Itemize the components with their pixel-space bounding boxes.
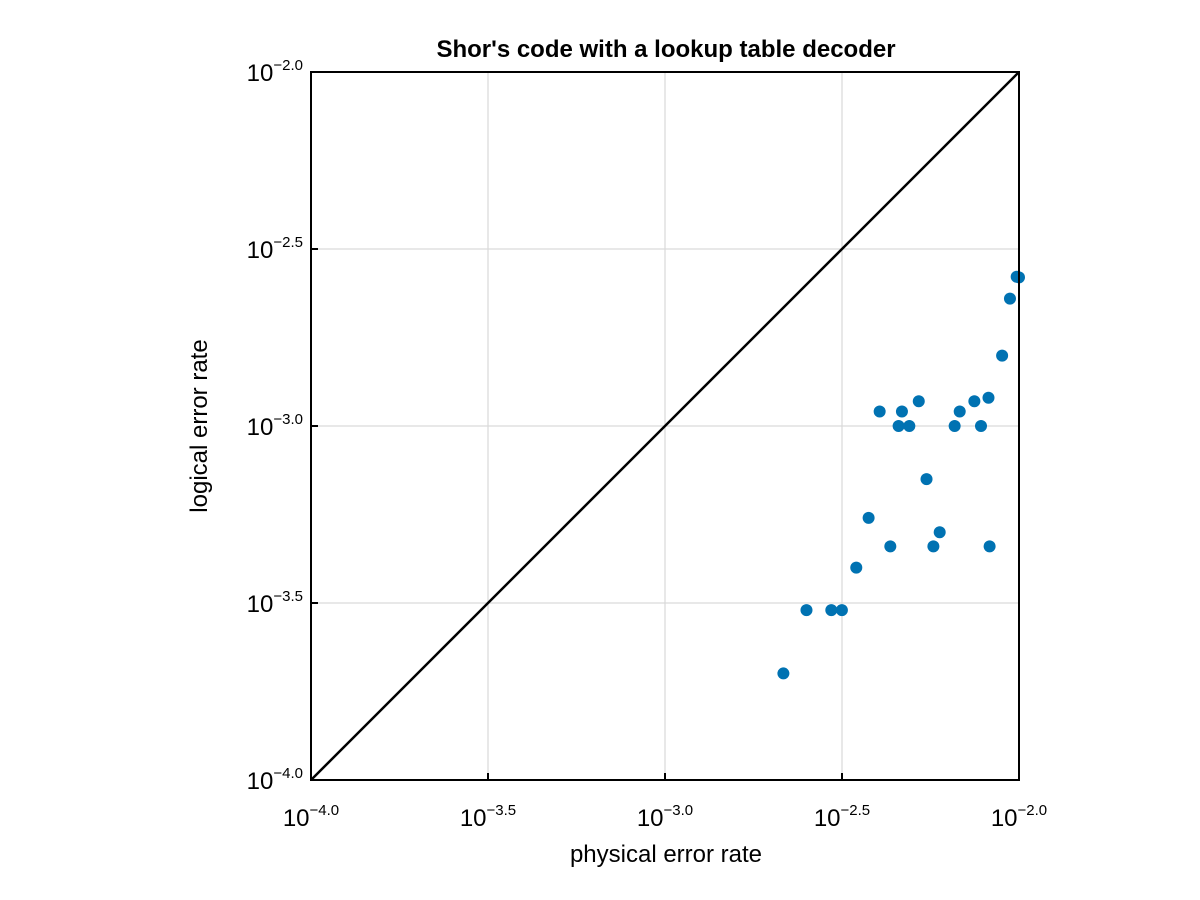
y-tick-label: 10−3.0 [247,411,303,441]
data-point [912,395,925,408]
ticks [310,71,1020,781]
data-point [884,540,897,553]
data-point [948,420,961,432]
data-point [895,405,908,418]
x-tick-label: 10−2.5 [814,802,870,832]
data-point [996,349,1009,362]
x-tick-label: 10−4.0 [283,802,339,832]
data-point [903,420,916,432]
data-point [862,511,875,524]
data-point [825,604,838,617]
data-point [933,526,946,539]
reference-line-layer [310,71,1020,781]
data-point [968,395,981,408]
y-tick-labels: 10−4.0 10−3.5 10−3.0 10−2.5 10−2.0 [247,57,303,795]
data-point [920,473,933,486]
data-point [982,391,995,404]
x-tick-label: 10−3.0 [637,802,693,832]
y-tick-label: 10−2.5 [247,234,303,264]
data-point [974,420,987,432]
x-tick-labels: 10−4.0 10−3.5 10−3.0 10−2.5 10−2.0 [283,802,1047,832]
y-axis-label: logical error rate [186,339,213,512]
data-point [850,561,863,574]
data-point [873,405,886,418]
data-point [983,540,996,553]
data-point [835,604,848,617]
reference-line [310,71,1020,781]
data-point [1003,292,1016,305]
y-tick-label: 10−4.0 [247,765,303,795]
data-point [927,540,940,553]
data-points [777,270,1025,680]
x-axis-label: physical error rate [570,841,762,868]
y-tick-label: 10−2.0 [247,57,303,87]
x-tick-label: 10−3.5 [460,802,516,832]
y-tick-label: 10−3.5 [247,588,303,618]
data-point [800,604,813,617]
chart-title: Shor's code with a lookup table decoder [436,36,895,63]
data-point [892,420,905,432]
data-point [953,405,966,418]
data-point [777,667,790,680]
x-tick-label: 10−2.0 [991,802,1047,832]
